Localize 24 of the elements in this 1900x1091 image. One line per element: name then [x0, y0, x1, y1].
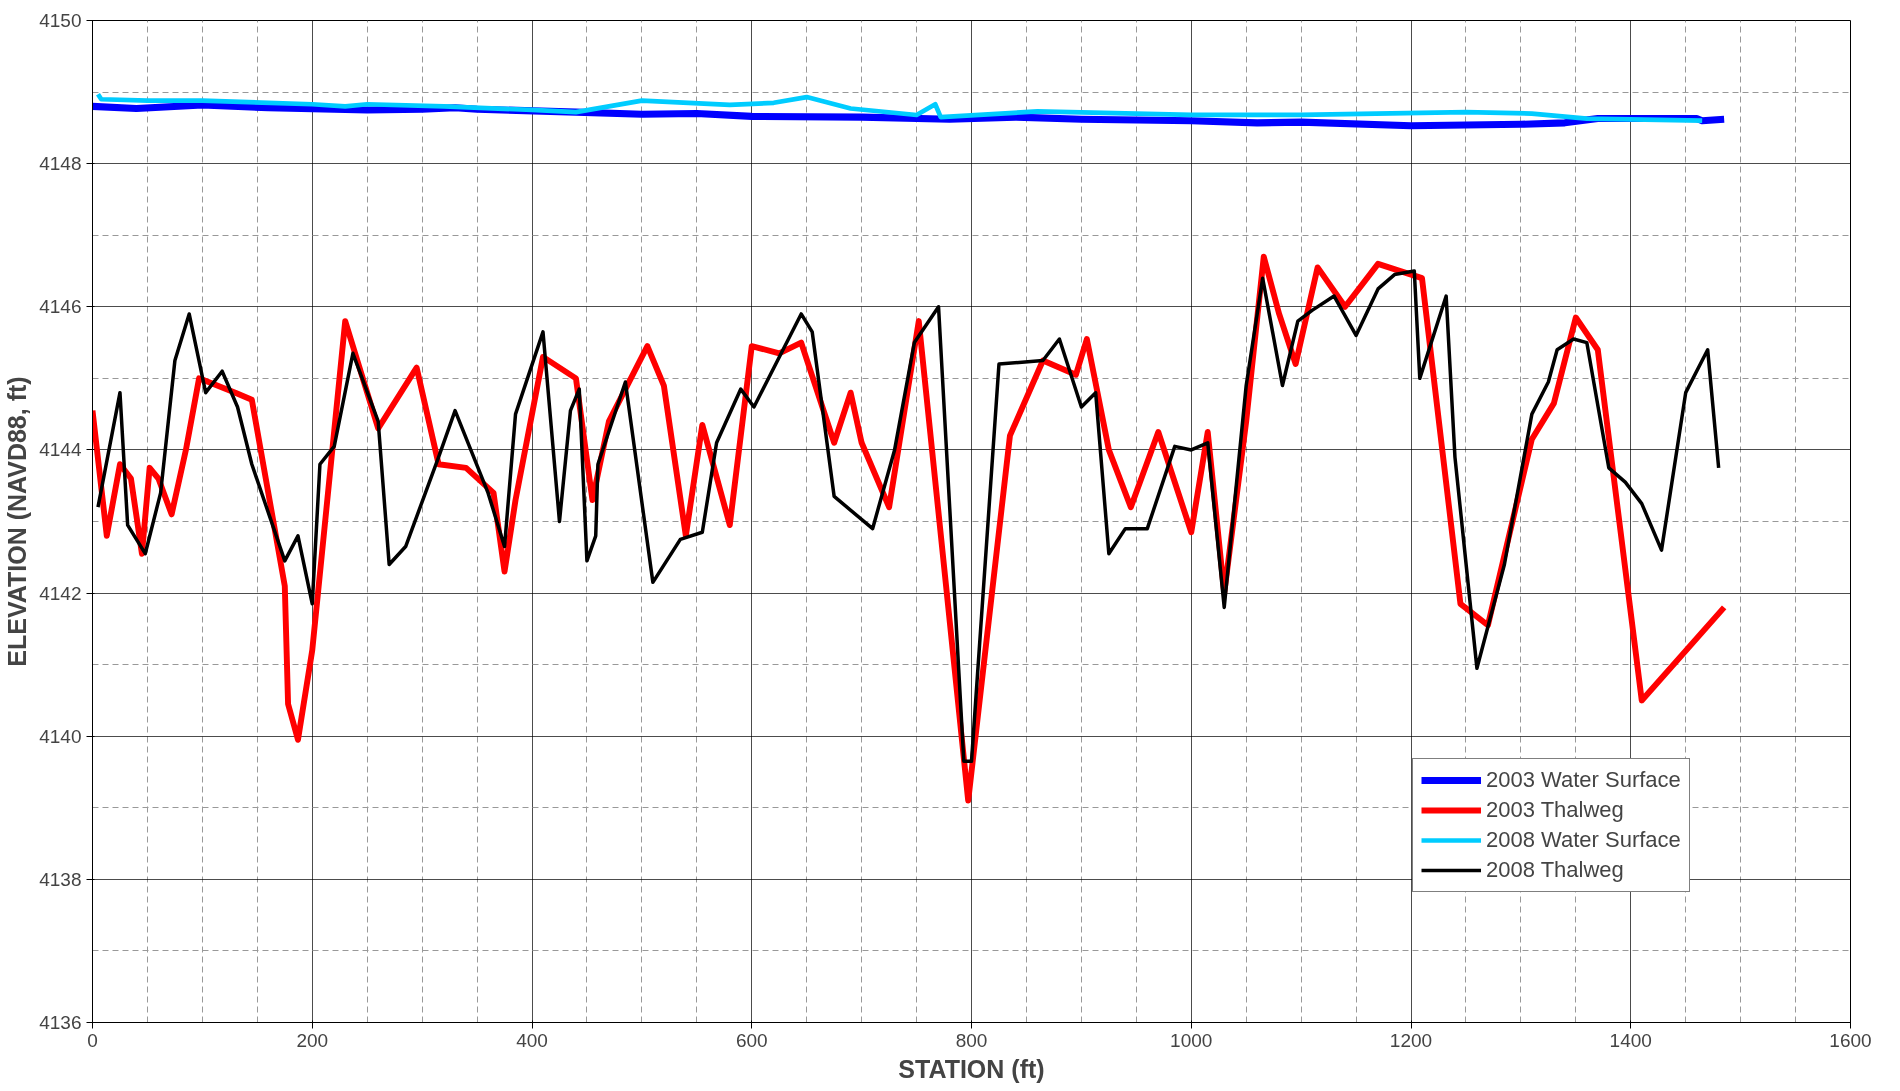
- x-tick-label: 600: [735, 1029, 768, 1051]
- legend-label: 2003 Thalweg: [1486, 797, 1624, 823]
- y-tick-label: 4148: [39, 153, 82, 175]
- x-tick-label: 800: [955, 1029, 988, 1051]
- legend-label: 2008 Water Surface: [1486, 827, 1681, 853]
- y-tick-label: 4136: [39, 1012, 82, 1033]
- x-tick-label: 400: [516, 1029, 548, 1051]
- legend-label: 2008 Thalweg: [1486, 857, 1624, 883]
- y-tick-label: 4138: [39, 868, 82, 890]
- y-tick-label: 4144: [39, 439, 82, 461]
- x-tick-label: 200: [296, 1029, 329, 1051]
- x-tick-label: 1600: [1829, 1029, 1872, 1051]
- x-tick-label: 1400: [1609, 1029, 1652, 1051]
- y-axis-title: ELEVATION (NAVD88, ft): [3, 376, 32, 667]
- y-tick-label: 4150: [39, 10, 82, 31]
- y-tick-label: 4146: [39, 296, 82, 318]
- y-tick-label: 4140: [39, 725, 82, 747]
- x-tick-label: 1000: [1170, 1029, 1213, 1051]
- legend-label: 2003 Water Surface: [1486, 767, 1681, 793]
- y-tick-label: 4142: [39, 582, 82, 604]
- x-tick-label: 1200: [1389, 1029, 1433, 1051]
- x-tick-label: 0: [87, 1029, 98, 1051]
- line-series: [95, 91, 1705, 124]
- x-axis-title: STATION (ft): [898, 1054, 1045, 1083]
